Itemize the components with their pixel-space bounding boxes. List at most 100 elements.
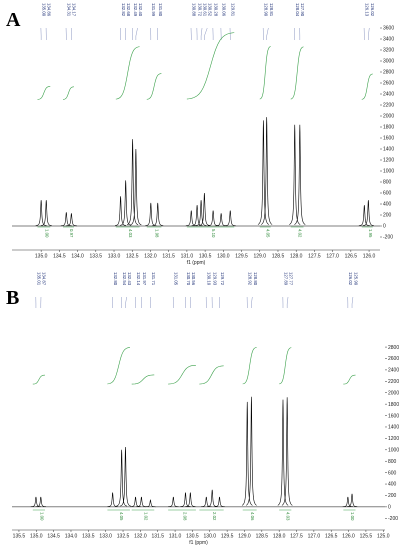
- peak-label: 129.93: [213, 272, 218, 286]
- x-tick-label: 126.5: [345, 254, 358, 260]
- x-tick-label: 130.0: [217, 254, 230, 260]
- peak-label: 135.00: [41, 3, 46, 17]
- integral-curve: [37, 86, 51, 100]
- peak-label: 134.31: [67, 3, 72, 17]
- peak-label: 132.82: [121, 3, 126, 17]
- x-tick-label: 126.5: [325, 534, 338, 540]
- y-tick-label: 1800: [383, 125, 394, 131]
- x-tick-label: 134.5: [47, 534, 60, 540]
- y-tick-label: 3200: [383, 48, 394, 54]
- peak: [207, 210, 219, 227]
- peak-label: 134.86: [47, 3, 52, 17]
- peak: [195, 200, 207, 226]
- integral-label: 2.02: [212, 512, 217, 521]
- peak: [120, 446, 131, 507]
- x-tick-label: 132.0: [134, 534, 147, 540]
- x-tick-label: 125.0: [377, 534, 390, 540]
- peak-label: 132.49: [133, 3, 138, 17]
- peak: [40, 200, 52, 226]
- x-tick-label: 132.0: [144, 254, 157, 260]
- peak-label: 135.01: [36, 272, 41, 286]
- peak: [35, 200, 47, 226]
- x-tick-label: 133.0: [99, 534, 112, 540]
- peak: [130, 148, 142, 226]
- y-tick-label: 2200: [388, 379, 399, 385]
- peak-label-leader: [200, 27, 203, 40]
- peak-label-leader: [286, 296, 289, 308]
- y-tick-label: 2800: [383, 70, 394, 76]
- x-tick-label: 131.0: [181, 254, 194, 260]
- integral-curve: [146, 73, 162, 100]
- peak: [214, 496, 225, 508]
- y-tick-label: 1000: [383, 169, 394, 175]
- peak: [145, 499, 156, 508]
- x-tick-label: 128.5: [272, 254, 285, 260]
- peak: [294, 124, 306, 225]
- x-tick-label: 126.0: [342, 534, 355, 540]
- x-tick-label: 131.5: [162, 254, 175, 260]
- y-tick-label: 2600: [383, 81, 394, 87]
- peak-label: 129.81: [231, 3, 236, 17]
- peak-label-leader: [135, 27, 138, 40]
- y-tick-label: 200: [383, 213, 392, 219]
- x-tick-label: 134.0: [65, 534, 78, 540]
- peak-label: 128.04: [295, 3, 300, 17]
- peak: [130, 496, 141, 508]
- integral-label: 4.05: [119, 512, 124, 521]
- integral-label: 4.03: [128, 229, 133, 238]
- y-tick-label: 2000: [388, 390, 399, 396]
- peak-label: 126.02: [348, 272, 353, 286]
- peak: [289, 124, 301, 225]
- peak: [346, 493, 358, 507]
- integral-label: 4.06: [250, 512, 255, 521]
- peak-label: 126.02: [370, 3, 375, 17]
- x-tick-label: 126.0: [363, 254, 376, 260]
- x-tick-label: 132.5: [117, 534, 130, 540]
- y-tick-label: 400: [383, 202, 392, 208]
- peak-label: 132.40: [138, 3, 143, 17]
- peak: [191, 205, 203, 226]
- peak-label: 130.56: [191, 272, 196, 286]
- integral-curve: [343, 374, 356, 385]
- y-tick-label: 1000: [388, 448, 399, 454]
- peak: [30, 496, 42, 508]
- peak: [261, 117, 273, 225]
- integral-curve: [62, 86, 74, 100]
- peak-label: 128.81: [269, 3, 274, 17]
- peak: [107, 492, 118, 507]
- peak: [277, 399, 289, 506]
- peak: [342, 496, 354, 508]
- peak-label: 132.80: [113, 272, 118, 286]
- peak-label-leader: [125, 296, 127, 308]
- y-tick-label: 800: [383, 180, 392, 186]
- integral-label: 4.05: [266, 229, 271, 238]
- peak-label: 132.68: [126, 3, 131, 17]
- x-tick-label: 130.5: [186, 534, 199, 540]
- peak-label-leader: [351, 296, 354, 308]
- peak-label: 131.71: [151, 272, 156, 286]
- peak: [152, 202, 164, 226]
- peak: [180, 492, 191, 507]
- peak: [201, 496, 212, 508]
- x-tick-label: 135.0: [30, 534, 43, 540]
- integral-curve: [131, 374, 155, 385]
- x-tick-label: 127.0: [308, 534, 321, 540]
- peak-label: 132.54: [122, 272, 127, 286]
- y-tick-label: 200: [388, 493, 397, 499]
- peak-label: 132.14: [136, 272, 141, 286]
- y-tick-label: -200: [383, 235, 393, 241]
- x-tick-label: 133.5: [82, 534, 95, 540]
- x-tick-label: 127.5: [308, 254, 321, 260]
- x-tick-label: 135.0: [35, 254, 48, 260]
- x-tick-label: 128.5: [256, 534, 269, 540]
- integral-curve: [279, 347, 292, 385]
- integral-label: 1.02: [143, 512, 148, 521]
- integral-label: 1.98: [155, 229, 160, 238]
- integral-label: 1.00: [44, 229, 49, 238]
- x-tick-label: 132.5: [126, 254, 139, 260]
- y-tick-label: 1800: [388, 402, 399, 408]
- peak-label: 128.90: [264, 3, 269, 17]
- y-tick-label: 400: [388, 482, 397, 488]
- peak: [65, 213, 77, 227]
- integral-curve: [361, 73, 373, 100]
